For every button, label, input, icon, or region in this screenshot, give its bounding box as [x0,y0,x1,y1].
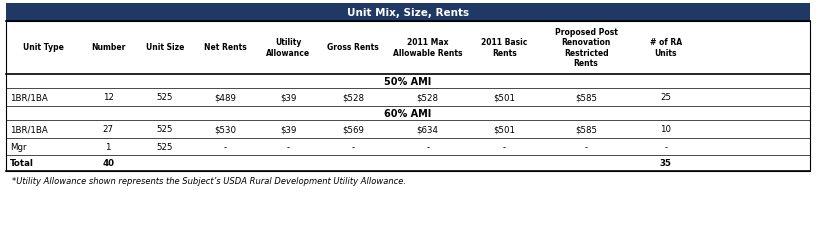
Text: Number: Number [91,43,126,52]
Text: 2011 Max
Allowable Rents: 2011 Max Allowable Rents [393,38,463,57]
Text: # of RA
Units: # of RA Units [650,38,681,57]
Text: -: - [503,142,506,151]
Text: -: - [352,142,354,151]
Text: 525: 525 [157,93,173,102]
Text: -: - [664,142,667,151]
Text: Utility
Allowance: Utility Allowance [266,38,310,57]
Text: 25: 25 [660,93,672,102]
Text: 50% AMI: 50% AMI [384,77,432,87]
Text: -: - [286,142,290,151]
Text: $489: $489 [215,93,237,102]
Text: Total: Total [10,159,34,168]
Text: 12: 12 [103,93,113,102]
Text: 35: 35 [660,159,672,168]
Text: $569: $569 [342,125,364,134]
Text: Unit Type: Unit Type [23,43,64,52]
Text: 1: 1 [105,142,111,151]
Text: $39: $39 [280,93,296,102]
Text: Unit Mix, Size, Rents: Unit Mix, Size, Rents [347,8,469,18]
Text: $585: $585 [575,93,597,102]
Text: 1BR/1BA: 1BR/1BA [10,125,48,134]
Text: $528: $528 [417,93,439,102]
Text: 60% AMI: 60% AMI [384,108,432,119]
Text: $501: $501 [494,125,516,134]
Text: 525: 525 [157,125,173,134]
Text: -: - [224,142,227,151]
Bar [6,22,810,171]
Text: Mgr: Mgr [10,142,26,151]
Text: -: - [426,142,429,151]
Text: $634: $634 [417,125,439,134]
Text: 1BR/1BA: 1BR/1BA [10,93,48,102]
Text: $530: $530 [215,125,237,134]
Text: 10: 10 [660,125,672,134]
Text: -: - [584,142,588,151]
Text: 525: 525 [157,142,173,151]
Text: $528: $528 [342,93,364,102]
Bar [6,4,810,22]
Text: 2011 Basic
Rents: 2011 Basic Rents [481,38,528,57]
Text: *Utility Allowance shown represents the Subject’s USDA Rural Development Utility: *Utility Allowance shown represents the … [12,176,406,185]
Text: 40: 40 [102,159,114,168]
Text: $585: $585 [575,125,597,134]
Text: Gross Rents: Gross Rents [327,43,379,52]
Text: Net Rents: Net Rents [204,43,247,52]
Text: 27: 27 [103,125,113,134]
Text: $39: $39 [280,125,296,134]
Text: Proposed Post
Renovation
Restricted
Rents: Proposed Post Renovation Restricted Rent… [555,28,618,68]
Text: $501: $501 [494,93,516,102]
Text: Unit Size: Unit Size [145,43,184,52]
